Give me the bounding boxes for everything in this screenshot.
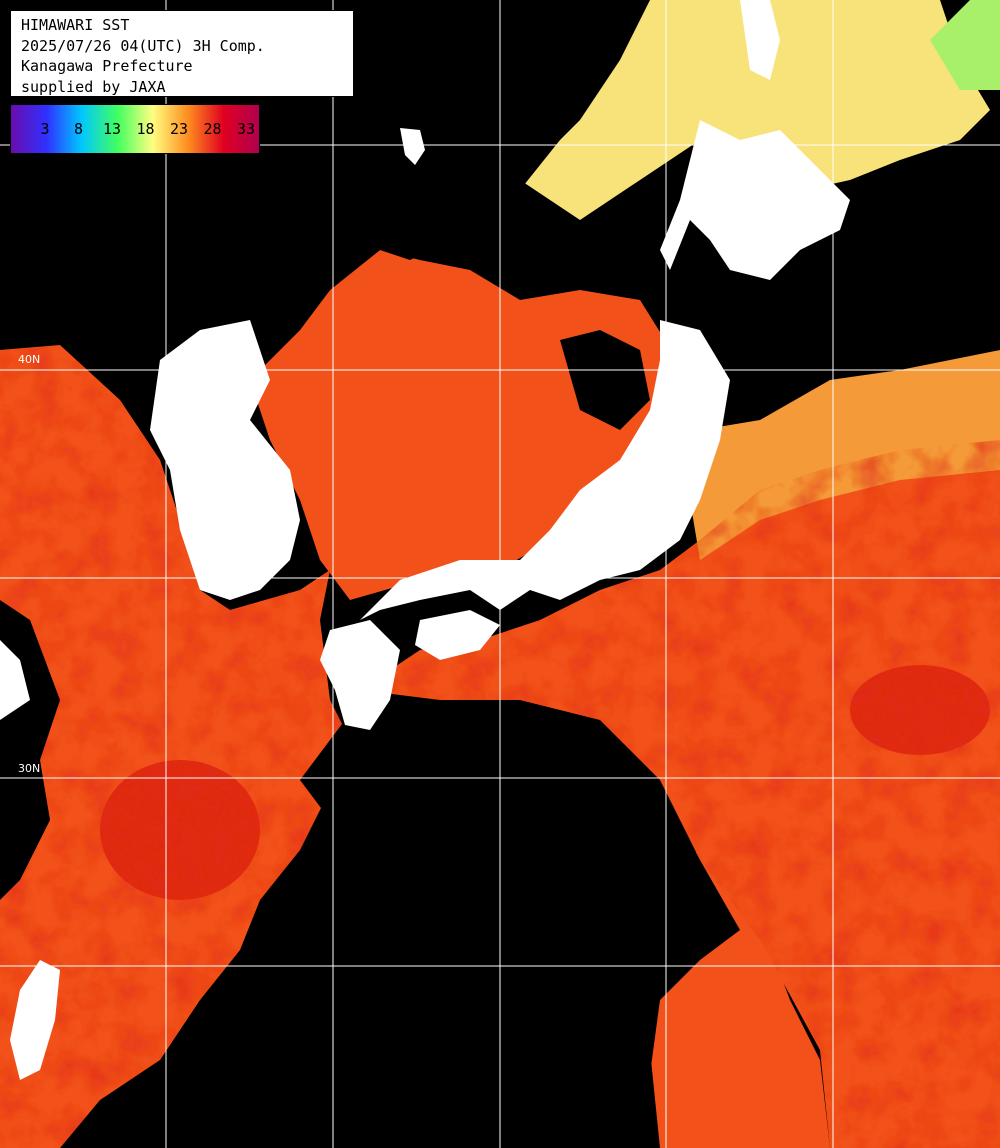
legend-tick-label: 3 <box>40 120 50 138</box>
color-scale-gradient <box>11 105 259 153</box>
land-china-coast <box>0 640 30 720</box>
land-hokkaido <box>660 120 850 280</box>
land-tsushima-island <box>400 128 425 165</box>
legend-tick-label: 28 <box>203 120 222 138</box>
legend-tick-label: 33 <box>236 120 256 138</box>
sst-texture <box>0 345 1000 1148</box>
land-kyushu <box>320 620 400 730</box>
lat-label-30: 30N <box>18 762 41 775</box>
land-sakhalin <box>740 0 780 80</box>
title-line-region: Kanagawa Prefecture <box>21 57 193 75</box>
legend-tick-label: 23 <box>169 120 189 138</box>
color-scale-labels: 3 8 13 18 23 28 33 <box>11 105 259 153</box>
sst-north-cool <box>520 0 990 220</box>
title-line-credit: supplied by JAXA <box>21 77 166 96</box>
title-line-datetime: 2025/07/26 04(UTC) 3H Comp. <box>21 36 265 55</box>
color-scale-legend: 3 8 13 18 23 28 33 <box>10 104 260 154</box>
land-taiwan <box>10 960 60 1080</box>
land-shikoku <box>415 610 500 660</box>
sst-far-north-cold <box>930 0 1000 90</box>
cloud-mask-sea-of-japan-east <box>560 330 650 430</box>
title-line-product: HIMAWARI SST <box>21 16 130 34</box>
legend-tick-label: 13 <box>102 120 122 138</box>
sst-sea-of-japan <box>250 250 665 600</box>
cloud-mask-central <box>240 700 740 1148</box>
legend-tick-label: 8 <box>73 120 84 138</box>
land-korea <box>150 320 300 600</box>
lat-label-40: 40N <box>18 353 41 366</box>
title-box: HIMAWARI SST 2025/07/26 04(UTC) 3H Comp.… <box>10 10 354 97</box>
legend-tick-label: 18 <box>136 120 155 138</box>
land-honshu <box>360 320 730 620</box>
